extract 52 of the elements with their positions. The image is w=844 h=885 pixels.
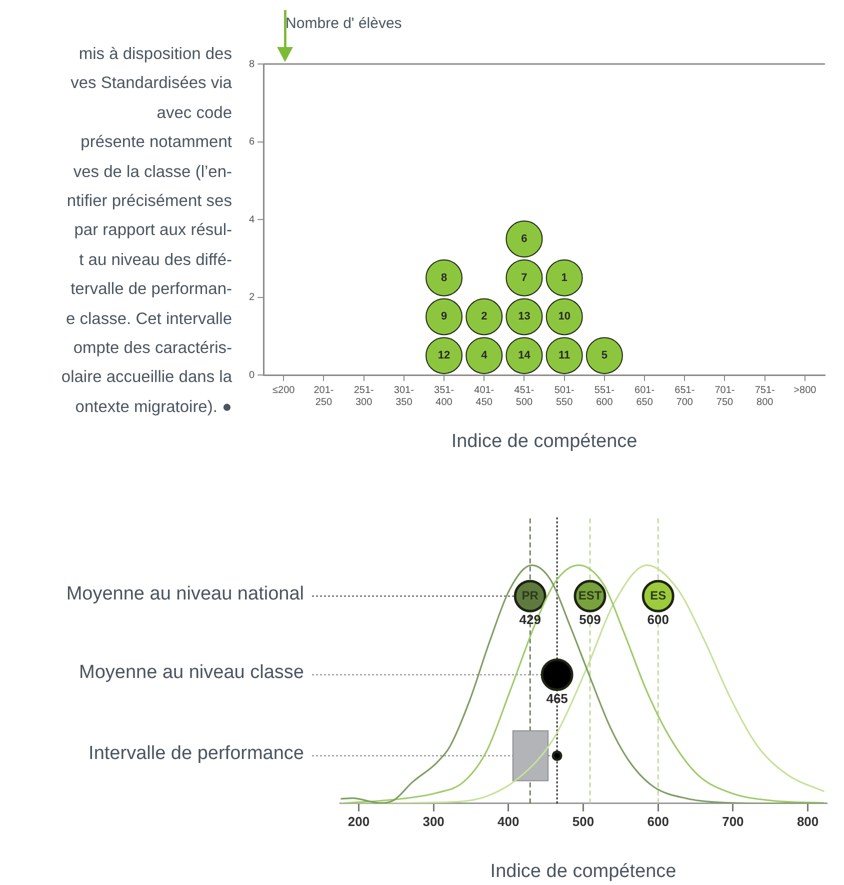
y-tick-label: 4 bbox=[249, 214, 255, 226]
annotation: 12 bbox=[438, 350, 450, 362]
annotation: 1 bbox=[561, 272, 568, 284]
x-tick-label: 551-600 bbox=[594, 384, 614, 408]
x-tick-label: 501-550 bbox=[554, 384, 574, 408]
x-axis-title: Indice de compétence bbox=[490, 861, 676, 882]
x-tick-label: 751-800 bbox=[754, 384, 775, 408]
x-tick-label: 301-350 bbox=[394, 384, 414, 408]
annotation: 600 bbox=[647, 612, 669, 628]
x-tick-label: 800 bbox=[796, 814, 819, 829]
series-label: EST bbox=[578, 588, 602, 602]
series-label: ES bbox=[650, 588, 666, 602]
x-tick-label: 251-300 bbox=[354, 384, 374, 408]
annotation: 465 bbox=[546, 690, 568, 706]
annotation: 11 bbox=[558, 350, 570, 362]
x-tick-label: >800 bbox=[794, 384, 817, 396]
x-tick-label: 601-650 bbox=[634, 384, 655, 408]
y-tick-label: 8 bbox=[249, 58, 255, 70]
ref-line-label: Intervalle de performance bbox=[88, 742, 304, 764]
x-tick-label: 200 bbox=[348, 814, 370, 829]
y-tick-label: 6 bbox=[249, 136, 255, 148]
annotation: 14 bbox=[518, 350, 532, 362]
y-tick-label: 2 bbox=[249, 292, 255, 303]
x-tick-label: 651-700 bbox=[674, 384, 695, 408]
x-tick-label: 701-750 bbox=[714, 384, 735, 408]
y-tick-label: 0 bbox=[249, 370, 255, 381]
series-label: PR bbox=[522, 588, 539, 602]
annotation: 5 bbox=[601, 350, 608, 362]
annotation: 6 bbox=[521, 232, 528, 245]
x-tick-label: 400 bbox=[498, 814, 520, 829]
annotation: 8 bbox=[440, 272, 448, 284]
text: mis à disposition des ves Standardisées via avec code présente notamment ves de la classe (l’en- ntifier précisément ses par rapport aux résul- t au niveau des diffé- tervalle de performan- e classe. Cet intervalle ompte des caractéris- olaire accueillie dans la ontexte migratoire). ● bbox=[61, 45, 232, 416]
y-axis-title: Nombre d' élèves bbox=[286, 15, 402, 32]
x-tick-label: 201-250 bbox=[314, 384, 334, 408]
x-tick-label: 451-500 bbox=[514, 384, 534, 408]
annotation: 7 bbox=[521, 272, 528, 284]
annotation: 4 bbox=[481, 350, 488, 362]
x-tick-label: 300 bbox=[422, 814, 444, 829]
ref-line-label: Moyenne au niveau classe bbox=[79, 662, 304, 683]
x-tick-label: ≤200 bbox=[272, 384, 296, 396]
annotation: 10 bbox=[558, 310, 570, 323]
annotation: 509 bbox=[579, 612, 601, 628]
x-tick-label: 600 bbox=[647, 814, 669, 829]
x-tick-label: 401-450 bbox=[474, 384, 494, 408]
x-axis-title: Indice de compétence bbox=[451, 431, 638, 452]
ref-line-label: Moyenne au niveau national bbox=[66, 583, 304, 604]
x-tick-label: 351-400 bbox=[434, 384, 454, 408]
x-tick-label: 500 bbox=[572, 814, 594, 829]
annotation: 2 bbox=[481, 310, 488, 323]
annotation: 9 bbox=[440, 310, 448, 323]
x-tick-label: 700 bbox=[722, 814, 744, 829]
annotation: 13 bbox=[518, 310, 530, 323]
